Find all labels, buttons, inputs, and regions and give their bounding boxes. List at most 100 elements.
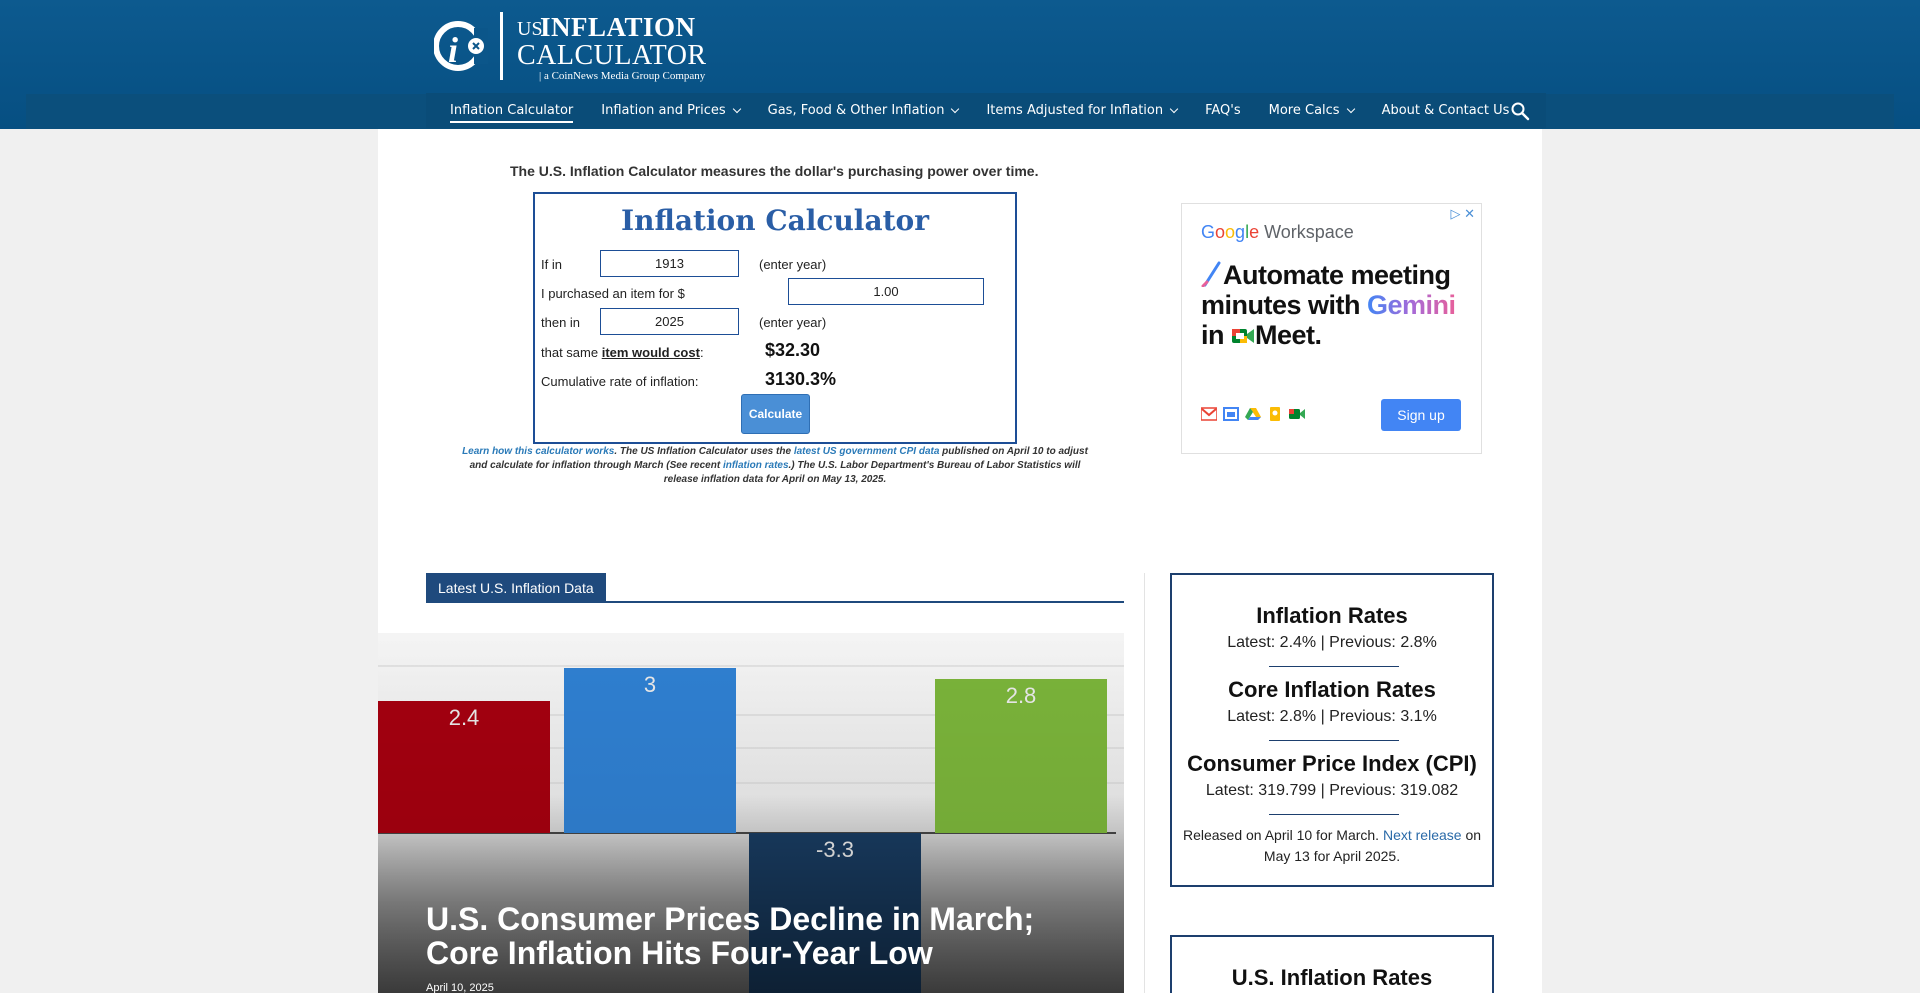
- same-suffix: :: [699, 345, 704, 360]
- calculator-note: Learn how this calculator works. The US …: [458, 445, 1092, 487]
- core-inflation-title: Core Inflation Rates: [1228, 677, 1436, 702]
- gmail-icon: [1201, 407, 1217, 421]
- featured-article-date: April 10, 2025: [426, 982, 494, 993]
- note-text: .) The U.S. Labor Department's Bureau of…: [663, 460, 1081, 485]
- next-release-link[interactable]: Next release: [1382, 827, 1462, 843]
- nav-label: FAQ's: [1205, 103, 1241, 118]
- drive-icon: [1245, 408, 1261, 420]
- nav-item-faqs[interactable]: FAQ's: [1191, 93, 1255, 128]
- latest-data-section-title: Latest U.S. Inflation Data: [426, 573, 606, 602]
- brand-letter: g: [1235, 222, 1246, 242]
- inflation-bar-chart-image: 2.43-3.32.8: [378, 633, 1124, 993]
- nav-item-inflation-calculator[interactable]: Inflation Calculator: [426, 93, 587, 128]
- core-inflation-value: Latest: 2.8% | Previous: 3.1%: [1227, 708, 1437, 725]
- keep-icon: [1270, 407, 1280, 421]
- start-year-input[interactable]: [600, 250, 739, 277]
- chart-shade-overlay: [378, 633, 1124, 993]
- how-it-works-link[interactable]: Learn how this calculator works: [462, 446, 615, 457]
- nav-item-items-adjusted[interactable]: Items Adjusted for Inflation: [972, 93, 1191, 128]
- inflation-rates-link[interactable]: inflation rates: [722, 460, 789, 471]
- release-note: Released on April 10 for March. Next rel…: [1182, 825, 1482, 867]
- ad-choices-icon[interactable]: ▷ ✕: [1450, 206, 1475, 221]
- nav-label: Items Adjusted for Inflation: [986, 103, 1164, 118]
- column-divider: [1144, 573, 1145, 993]
- advertisement[interactable]: ▷ ✕ Google Workspace Automate meeting mi…: [1181, 203, 1482, 454]
- nav-label: Inflation Calculator: [450, 103, 574, 118]
- brand-letter: e: [1249, 222, 1260, 242]
- calculate-button[interactable]: Calculate: [741, 394, 810, 434]
- nav-label: Gas, Food & Other Inflation: [767, 103, 945, 118]
- logo-calculator-text: CALCULATOR: [517, 40, 707, 71]
- featured-article-image[interactable]: 2.43-3.32.8: [378, 633, 1124, 993]
- section-underline: [426, 601, 1124, 603]
- pen-spark-icon: [1201, 261, 1221, 288]
- brand-workspace: Workspace: [1264, 222, 1354, 242]
- ad-app-icons: [1201, 407, 1305, 421]
- inflation-rates-value: Latest: 2.4% | Previous: 2.8%: [1227, 634, 1437, 651]
- cumulative-label: Cumulative rate of inflation:: [541, 374, 699, 389]
- same-prefix: that same: [541, 345, 602, 360]
- rule: [1269, 814, 1399, 815]
- enter-year-hint-2: (enter year): [759, 315, 827, 330]
- us-inflation-rates-widget: U.S. Inflation Rates: [1170, 935, 1494, 993]
- logo-mark-icon: i: [434, 21, 488, 71]
- inflation-calculator-form: Inflation Calculator If in (enter year) …: [533, 192, 1017, 444]
- if-in-label: If in: [541, 257, 562, 272]
- chevron-down-icon: [1346, 104, 1355, 113]
- logo-inflation-text: INFLATION: [540, 12, 696, 42]
- ad-headline-gemini: Gemini: [1367, 290, 1456, 320]
- meet-icon: [1232, 329, 1254, 343]
- logo-tagline: | a CoinNews Media Group Company: [539, 70, 706, 82]
- brand-letter: o: [1215, 222, 1226, 242]
- brand-letter: G: [1201, 222, 1216, 242]
- end-year-input[interactable]: [600, 308, 739, 335]
- amount-input[interactable]: [788, 278, 984, 305]
- site-logo[interactable]: i US INFLATION CALCULATOR | a CoinNews M…: [434, 10, 724, 85]
- chevron-down-icon: [951, 104, 960, 113]
- nav-item-gas-food-other[interactable]: Gas, Food & Other Inflation: [754, 93, 973, 128]
- site-header: i US INFLATION CALCULATOR | a CoinNews M…: [0, 0, 1920, 129]
- note-text: published on April 10 to adjust and calc…: [469, 446, 1088, 471]
- release-text: on May 13 for April 2025.: [1263, 827, 1482, 864]
- same-bold: item would cost: [601, 345, 700, 360]
- intro-text: The U.S. Inflation Calculator measures t…: [510, 163, 1039, 179]
- nav-label: About & Contact Us: [1381, 103, 1510, 118]
- note-text: . The US Inflation Calculator uses the: [614, 446, 794, 457]
- enter-year-hint-1: (enter year): [759, 257, 827, 272]
- release-text: Released on April 10 for March.: [1182, 827, 1383, 843]
- cpi-data-link[interactable]: latest US government CPI data: [793, 446, 940, 457]
- chevron-down-icon: [1169, 104, 1179, 113]
- inflation-rates-title: Inflation Rates: [1256, 603, 1408, 628]
- chevron-down-icon: [732, 104, 741, 113]
- brand-letter: l: [1245, 222, 1250, 242]
- ad-signup-button[interactable]: Sign up: [1381, 399, 1461, 431]
- ad-headline-meet: Meet.: [1255, 320, 1322, 350]
- main-nav: Inflation Calculator Inflation and Price…: [426, 93, 1546, 128]
- cpi-value: Latest: 319.799 | Previous: 319.082: [1205, 782, 1459, 799]
- inflation-rates-widget: Inflation Rates Latest: 2.4% | Previous:…: [1170, 573, 1494, 887]
- same-item-label: that same item would cost:: [541, 345, 704, 360]
- rule: [1269, 740, 1399, 741]
- nav-label: Inflation and Prices: [601, 103, 726, 118]
- logo-divider: [500, 12, 503, 80]
- brand-letter: o: [1225, 222, 1236, 242]
- ad-headline: Automate meeting minutes with Gemini in …: [1201, 260, 1471, 350]
- calculator-title: Inflation Calculator: [621, 204, 929, 237]
- cpi-title: Consumer Price Index (CPI): [1187, 751, 1477, 776]
- meet-small-icon: [1289, 409, 1305, 419]
- us-inflation-rates-title: U.S. Inflation Rates: [1231, 965, 1433, 990]
- purchased-label: I purchased an item for $: [541, 286, 685, 301]
- calendar-icon: [1223, 407, 1239, 421]
- search-icon[interactable]: [1510, 101, 1530, 121]
- nav-item-inflation-and-prices[interactable]: Inflation and Prices: [587, 93, 753, 128]
- ad-headline-text: in: [1201, 320, 1231, 350]
- ad-brand: Google Workspace: [1201, 222, 1354, 243]
- ad-headline-text: Automate meeting minutes with: [1201, 260, 1451, 320]
- featured-article-headline[interactable]: U.S. Consumer Prices Decline in March; C…: [426, 901, 1035, 971]
- logo-us-text: US: [517, 18, 543, 40]
- then-in-label: then in: [541, 315, 581, 330]
- nav-item-about-contact[interactable]: About & Contact Us: [1368, 93, 1524, 128]
- nav-item-more-calcs[interactable]: More Calcs: [1255, 93, 1368, 128]
- svg-text:i: i: [448, 30, 458, 70]
- nav-label: More Calcs: [1268, 103, 1340, 118]
